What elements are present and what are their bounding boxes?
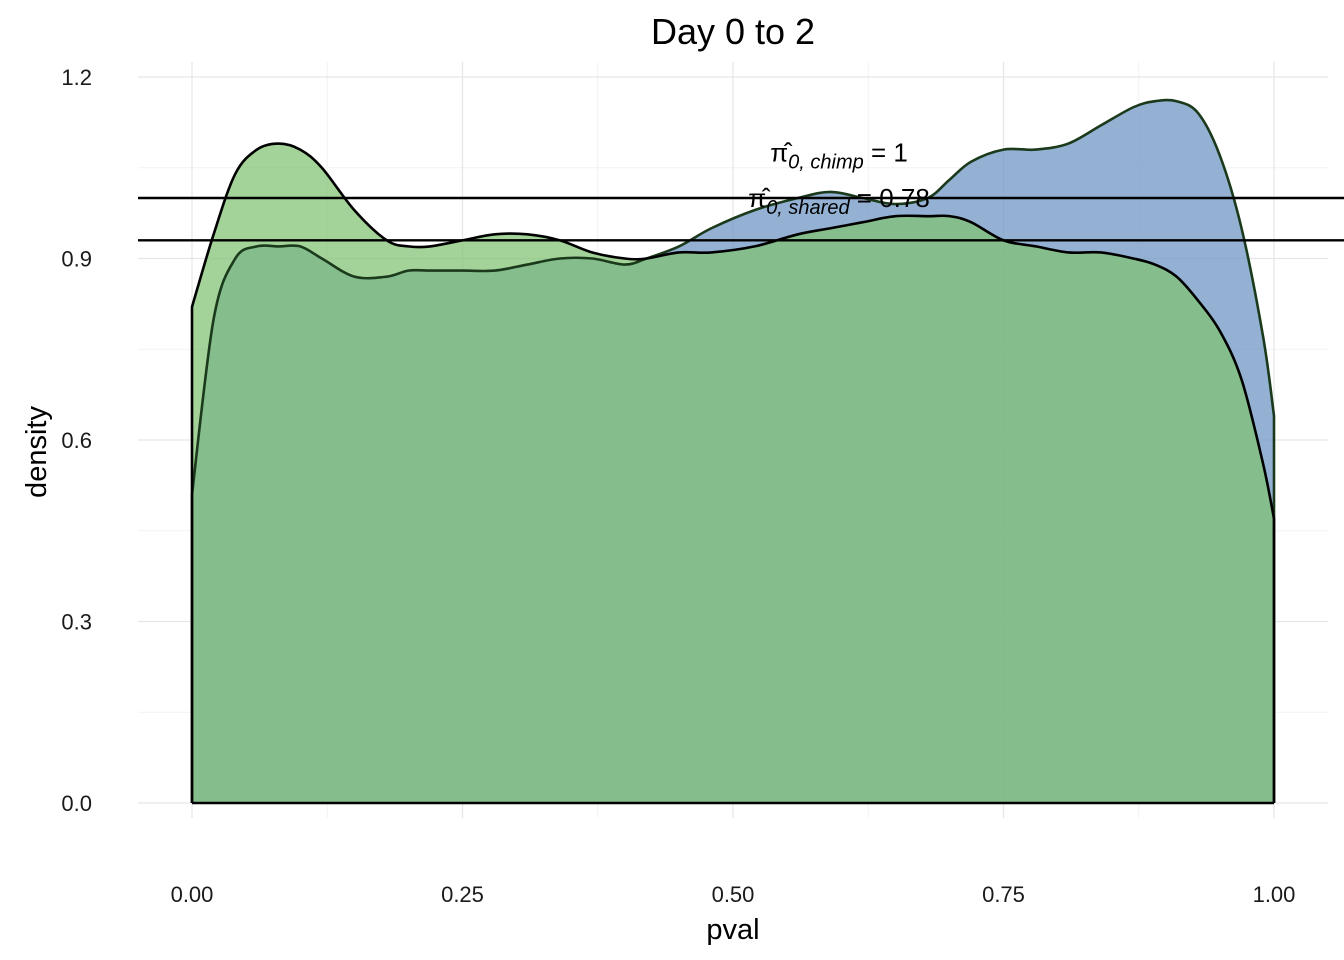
chart-title: Day 0 to 2 <box>651 11 815 52</box>
y-tick-label: 0.3 <box>61 610 92 635</box>
x-tick-label: 0.00 <box>171 882 214 907</box>
x-tick-label: 0.75 <box>982 882 1025 907</box>
reference-lines <box>138 196 1344 242</box>
x-tick-label: 0.25 <box>441 882 484 907</box>
tick-labels: 0.00 0.25 0.50 0.75 1.00 0.0 0.3 0.6 0.9 1.2 <box>61 65 1295 907</box>
density-area-blue-outline <box>190 98 1276 803</box>
y-tick-label: 1.2 <box>61 65 92 90</box>
density-areas <box>190 98 1276 805</box>
density-area-green-fill <box>192 143 1274 804</box>
annotation-label: π̂0, chimp = 1 <box>770 138 908 174</box>
density-area-green-outline <box>190 142 1276 803</box>
y-tick-label: 0.6 <box>61 428 92 453</box>
annotations: π̂0, chimp = 1 π̂0, shared = 0.78 <box>748 138 930 219</box>
y-axis-title: density <box>21 406 53 498</box>
y-tick-label: 0.9 <box>61 247 92 272</box>
x-tick-label: 1.00 <box>1253 882 1296 907</box>
y-tick-label: 0.0 <box>61 791 92 816</box>
x-axis-title: pval <box>706 914 759 946</box>
x-tick-label: 0.50 <box>712 882 755 907</box>
annotation-label: π̂0, shared = 0.78 <box>748 183 930 219</box>
